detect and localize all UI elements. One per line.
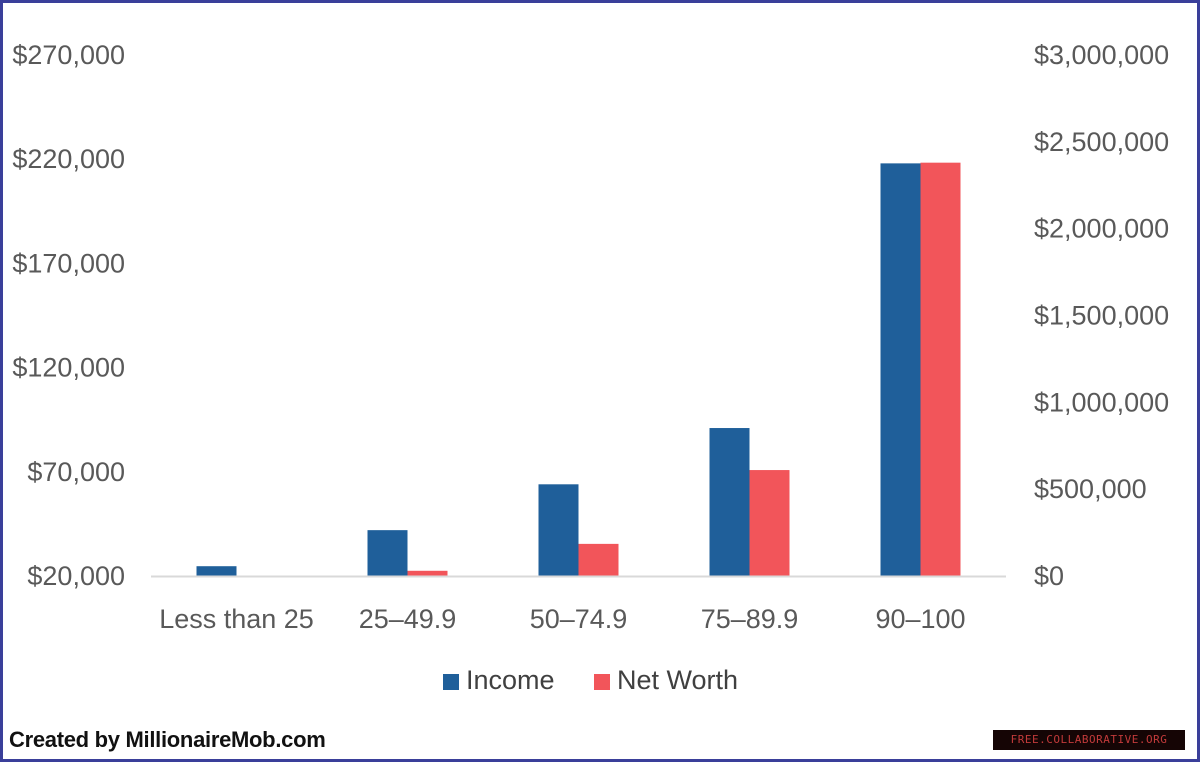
watermark: FREE.COLLABORATIVE.ORG: [993, 730, 1185, 750]
right-axis-tick-label: $500,000: [1034, 474, 1147, 504]
left-axis-tick-label: $20,000: [27, 561, 125, 591]
right-axis-tick-label: $2,000,000: [1034, 214, 1169, 244]
legend-income-swatch: [443, 674, 459, 690]
right-axis-tick-label: $2,500,000: [1034, 127, 1169, 157]
credit-text: Created by MillionaireMob.com: [9, 727, 326, 752]
left-axis-tick-label: $120,000: [12, 353, 125, 383]
right-axis-tick-label: $1,500,000: [1034, 301, 1169, 331]
category-label: 75–89.9: [701, 604, 799, 634]
right-axis-tick-label: $3,000,000: [1034, 40, 1169, 70]
category-label: Less than 25: [159, 604, 314, 634]
net-worth-bar: [920, 162, 961, 576]
income-bar: [538, 484, 579, 576]
net-worth-bar: [749, 470, 790, 576]
income-bar: [709, 428, 750, 576]
left-axis-tick-label: $70,000: [27, 457, 125, 487]
category-label: 25–49.9: [359, 604, 457, 634]
income-bar: [196, 566, 237, 576]
legend-income-label: Income: [466, 665, 555, 695]
left-axis-tick-label: $220,000: [12, 144, 125, 174]
income-bar: [880, 163, 921, 577]
legend-net-worth-label: Net Worth: [617, 665, 738, 695]
net-worth-bar: [407, 570, 448, 576]
left-axis-tick-label: $270,000: [12, 40, 125, 70]
net-worth-bar: [578, 543, 619, 576]
legend-net-worth-swatch: [594, 674, 610, 690]
category-label: 50–74.9: [530, 604, 628, 634]
left-axis-tick-label: $170,000: [12, 248, 125, 278]
income-bar: [367, 530, 408, 576]
right-axis-tick-label: $0: [1034, 561, 1064, 591]
category-label: 90–100: [875, 604, 965, 634]
income-net-worth-chart: $20,000 $70,000 $120,000 $170,000 $220,000 $2…: [12, 40, 1169, 695]
right-axis-tick-label: $1,000,000: [1034, 387, 1169, 417]
